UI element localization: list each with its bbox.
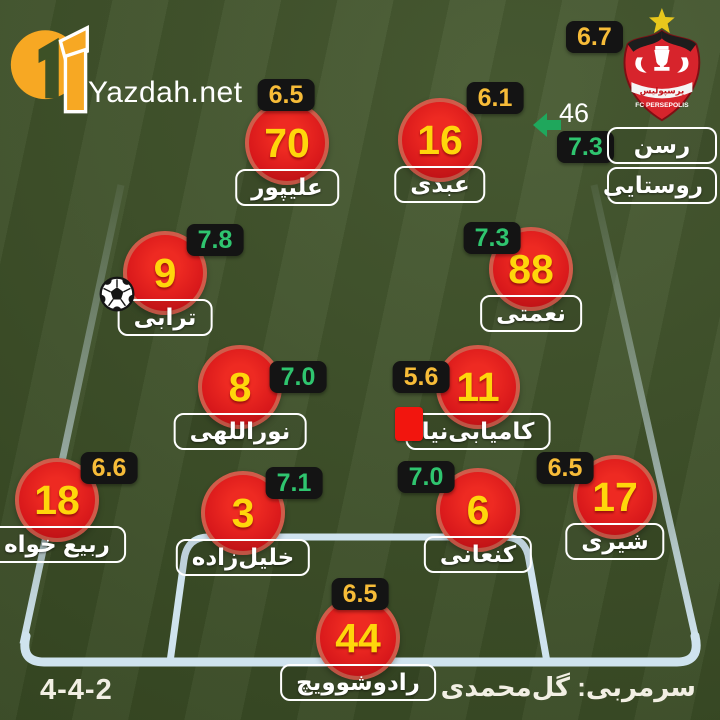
player-circle: 11 <box>436 345 520 429</box>
sub-player-label-1: رسن <box>607 127 717 164</box>
player-name-label: رادوشوویچ <box>280 664 436 701</box>
shirt-number: 16 <box>417 116 463 163</box>
formation-label: 4-4-2 <box>40 674 113 706</box>
goal-ball-icon <box>99 276 135 312</box>
team-rating-badge: 6.7 <box>566 21 623 53</box>
crest-name-fa: پرسپولیس <box>640 86 685 97</box>
player-name-label: خلیل‌زاده <box>175 539 311 576</box>
shirt-number: 11 <box>456 363 500 410</box>
player-name-label: نوراللهی <box>173 413 307 450</box>
shirt-number: 6 <box>466 486 490 533</box>
player-circle: 18 <box>15 458 99 542</box>
shirt-number: 70 <box>264 119 310 166</box>
rating-badge: 7.8 <box>186 224 244 256</box>
red-card-icon <box>395 407 423 441</box>
shirt-number: 88 <box>508 245 554 292</box>
coach-label: سرمربی: گل‌محمدی <box>440 672 696 702</box>
star-icon <box>649 7 675 34</box>
touchline-left <box>19 184 125 645</box>
player-name-label: ترابی <box>117 299 213 336</box>
sub-arrow-icon <box>533 113 561 137</box>
rating-badge: 6.5 <box>257 79 315 111</box>
shirt-number: 3 <box>231 489 255 536</box>
shirt-number: 18 <box>34 476 80 523</box>
rating-badge: 7.1 <box>265 467 323 499</box>
site-title: Yazdah.net <box>88 76 243 109</box>
player-circle: 70 <box>245 101 329 185</box>
player-name-label: علیپور <box>235 169 339 206</box>
rating-badge: 7.0 <box>269 361 327 393</box>
shirt-number: 17 <box>592 473 638 520</box>
yazdah-logo-icon <box>10 12 94 114</box>
player-name-label: ربیع خواه <box>0 526 126 563</box>
rating-badge: 5.6 <box>392 361 450 393</box>
shirt-number: 44 <box>335 614 381 661</box>
rating-badge: 6.5 <box>331 578 389 610</box>
player-circle: 6 <box>436 468 520 552</box>
sub-rating-badge: 7.3 <box>557 131 614 163</box>
player-name-label: شیری <box>565 523 665 560</box>
penalty-box <box>166 533 551 663</box>
sub-player-label-2: روستایی <box>603 167 717 204</box>
shirt-number: 8 <box>228 363 252 410</box>
rating-badge: 6.5 <box>536 452 594 484</box>
rating-badge: 6.1 <box>466 82 524 114</box>
rating-badge: 7.3 <box>463 222 521 254</box>
player-circle: 44 <box>316 596 400 680</box>
sub-minute: 46 <box>559 98 590 128</box>
player-name-label: نعمتی <box>480 295 582 332</box>
shirt-number: 9 <box>153 249 177 296</box>
player-name-label: کنعانی <box>423 536 533 573</box>
rating-badge: 7.0 <box>397 461 455 493</box>
crest-caption: FC PERSEPOLIS <box>635 102 689 109</box>
touchline-right <box>590 184 701 645</box>
player-name-label: عبدی <box>394 166 486 203</box>
player-circle: 16 <box>398 98 482 182</box>
rating-badge: 6.6 <box>80 452 138 484</box>
player-name-label: کامیابی‌نیا <box>405 413 551 450</box>
persepolis-crest-icon: پرسپولیس FC PERSEPOLIS <box>601 4 719 133</box>
player-circle: 8 <box>198 345 282 429</box>
